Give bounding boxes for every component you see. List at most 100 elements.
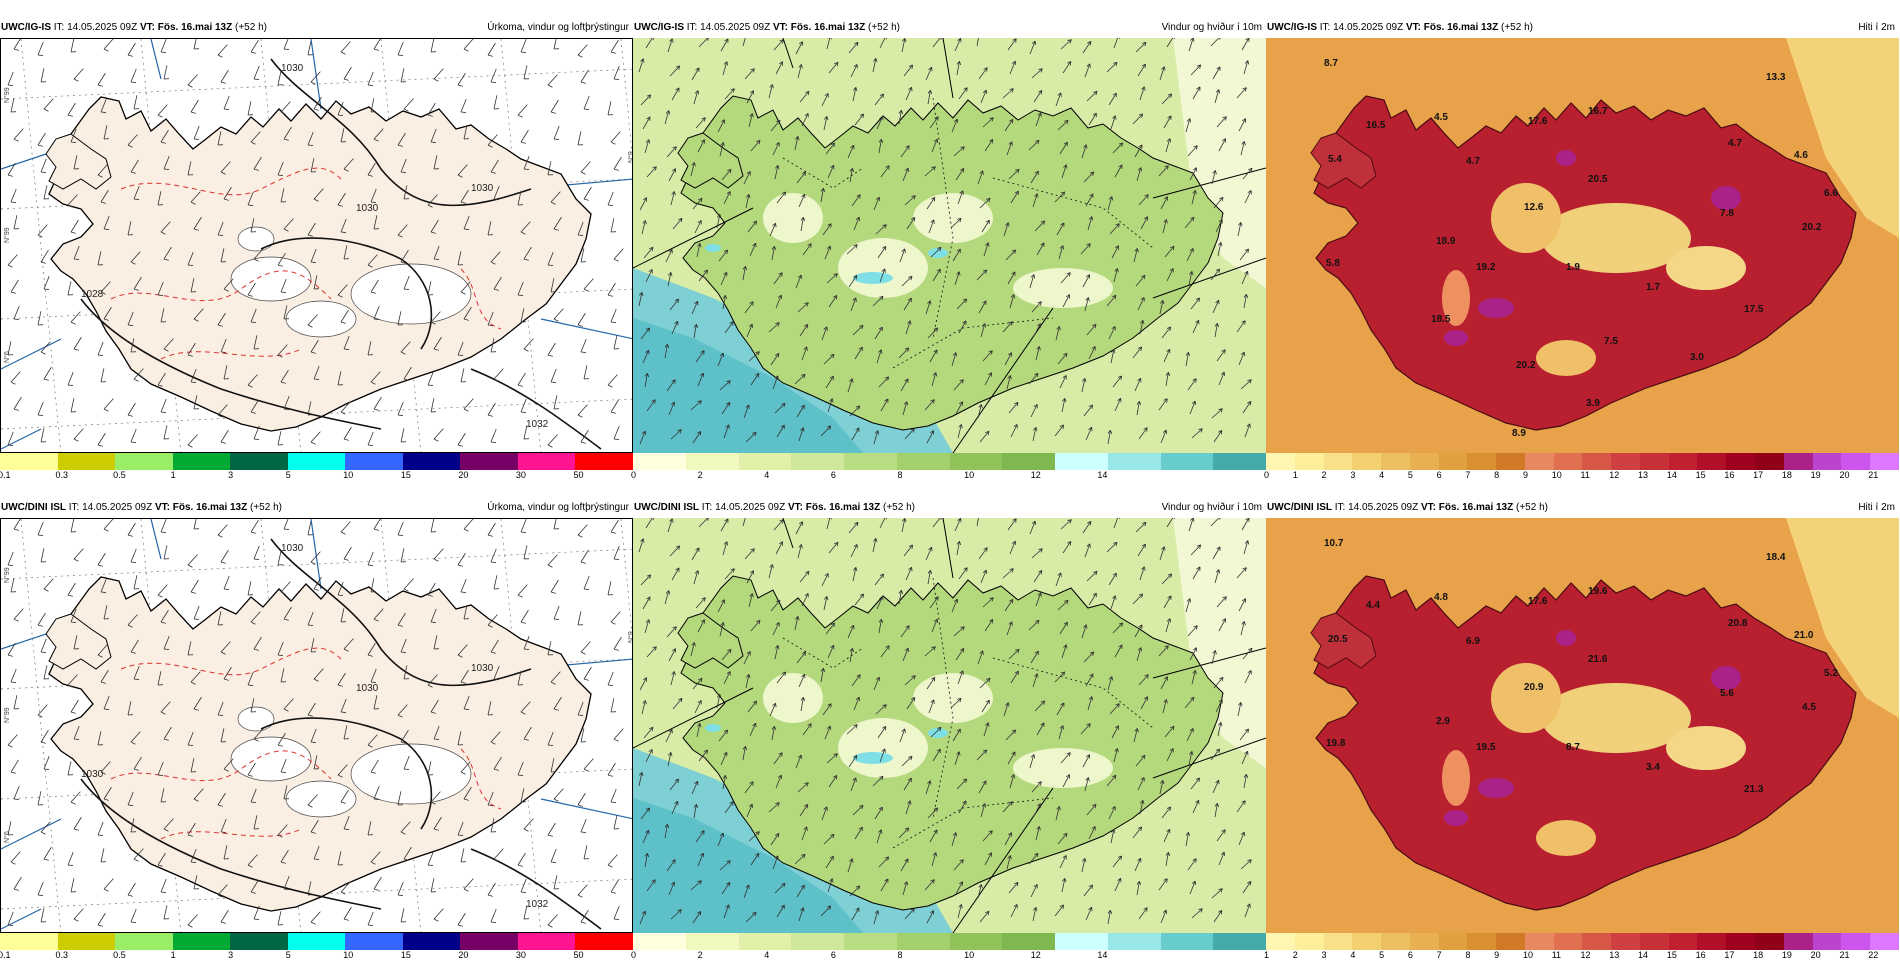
- colorbar-segment: [1640, 933, 1669, 950]
- wind-barb-feather: [98, 835, 103, 836]
- cool-highland: [1536, 340, 1596, 376]
- temperature-value: 3.4: [1646, 762, 1660, 773]
- lead-time: (+52 h): [250, 502, 282, 513]
- colorbar-segment: [1784, 933, 1813, 950]
- wind-barb-feather: [374, 319, 379, 320]
- wind-barb-feather: [284, 409, 289, 410]
- colorbar-tick: 14: [1097, 470, 1107, 480]
- wind-barb-feather: [131, 442, 136, 443]
- temperature-value: 16.7: [1588, 106, 1608, 117]
- wind-barb-feather: [161, 52, 166, 53]
- wind-map[interactable]: [633, 38, 1266, 453]
- wind-barb-feather: [494, 199, 499, 200]
- colorbar-tick: 22: [1868, 950, 1878, 960]
- wind-barb-feather: [101, 592, 106, 593]
- wind-barb-feather: [611, 802, 616, 803]
- wind-barb-feather: [248, 205, 253, 206]
- it-label: IT:: [687, 22, 698, 33]
- valid-time: Fös. 16.mai 13Z: [1424, 22, 1498, 33]
- colorbar-segment: [1755, 933, 1784, 950]
- colorbar-tick: 50: [573, 470, 583, 480]
- colorbar-tick: 20: [458, 470, 468, 480]
- light-wind-area: [763, 193, 823, 243]
- valid-time: Fös. 16.mai 13Z: [173, 502, 247, 513]
- wind-barb-feather: [221, 352, 226, 353]
- panel-header: UWC/DINI ISL IT: 14.05.2025 09Z VT: Fös.…: [633, 498, 1266, 520]
- wind-barb-feather: [284, 529, 289, 530]
- wind-barb-feather: [224, 589, 229, 590]
- colorbar-segment: [173, 453, 231, 470]
- temperature-value: 4.8: [1434, 592, 1448, 603]
- gust-area: [705, 244, 721, 252]
- gust-area: [705, 724, 721, 732]
- colorbar-segment: [518, 453, 576, 470]
- colorbar-tick: 12: [1031, 950, 1041, 960]
- lead-time: (+52 h): [868, 22, 900, 33]
- warm-spot: [1444, 330, 1468, 346]
- colorbar-tick: 10: [343, 470, 353, 480]
- wind-barb-feather: [398, 415, 403, 416]
- isobar-label: 1030: [471, 183, 494, 194]
- wind-barb-feather: [614, 919, 619, 920]
- colorbar-segment: [1002, 933, 1055, 950]
- colorbar-segment: [633, 933, 686, 950]
- panel-title: Úrkoma, vindur og loftþrýstingur: [487, 22, 629, 33]
- colorbar-tick: 14: [1638, 950, 1648, 960]
- colorbar-tick: 30: [516, 950, 526, 960]
- temperature-value: 4.7: [1728, 138, 1742, 149]
- wind-barb-feather: [614, 439, 619, 440]
- wind-barb-feather: [491, 922, 496, 923]
- colorbar-tick: 2: [698, 470, 703, 480]
- cool-highland: [1491, 183, 1561, 253]
- temperature-value: 4.7: [1466, 156, 1480, 167]
- colorbar-segment: [1582, 933, 1611, 950]
- wind-barb-feather: [398, 895, 403, 896]
- colorbar-tick: 2: [698, 950, 703, 960]
- wind-barb-feather: [368, 565, 373, 566]
- colorbar-segment: [686, 453, 739, 470]
- wind-barb-feather: [164, 649, 169, 650]
- colorbar-segment: [1611, 933, 1640, 950]
- colorbar-segment: [230, 453, 288, 470]
- vt-label: VT:: [773, 22, 788, 33]
- cool-highland: [1536, 820, 1596, 856]
- wind-barb-feather: [401, 172, 406, 173]
- init-time: 14.05.2025 09Z: [1333, 22, 1403, 33]
- colorbar-tick: 6: [831, 950, 836, 960]
- colorbar-tick: 7: [1465, 470, 1470, 480]
- colorbar-segment: [288, 453, 346, 470]
- cool-highland: [1491, 663, 1561, 733]
- panel-header: UWC/DINI ISL IT: 14.05.2025 09Z VT: Fös.…: [0, 498, 633, 520]
- wind-barb-feather: [278, 175, 283, 176]
- wind-barb-feather: [134, 679, 139, 680]
- wind-barb-feather: [431, 142, 436, 143]
- temperature-value: 6.6: [1824, 188, 1838, 199]
- wind-barb-feather: [161, 412, 166, 413]
- init-time: 14.05.2025 09Z: [700, 22, 770, 33]
- wind-barb-feather: [434, 739, 439, 740]
- colorbar: [0, 933, 633, 950]
- colorbar-segment: [230, 933, 288, 950]
- wind-barb-feather: [254, 559, 259, 560]
- wind-map[interactable]: [633, 518, 1266, 933]
- wind-barb-feather: [38, 535, 43, 536]
- temperature-value: 4.6: [1794, 150, 1808, 161]
- wind-barb-feather: [554, 619, 559, 620]
- temperature-value: 2.9: [1436, 716, 1450, 727]
- colorbar-segment: [115, 453, 173, 470]
- it-label: IT:: [1335, 502, 1346, 513]
- colorbar-segment: [1439, 933, 1468, 950]
- colorbar-segment: [1055, 453, 1108, 470]
- colorbar: [633, 453, 1266, 470]
- wind-barb-feather: [158, 295, 163, 296]
- colorbar-tick: 1: [171, 470, 176, 480]
- wind-map-svg: [633, 38, 1266, 453]
- wind-barb-feather: [338, 115, 343, 116]
- wind-barb-feather: [74, 739, 79, 740]
